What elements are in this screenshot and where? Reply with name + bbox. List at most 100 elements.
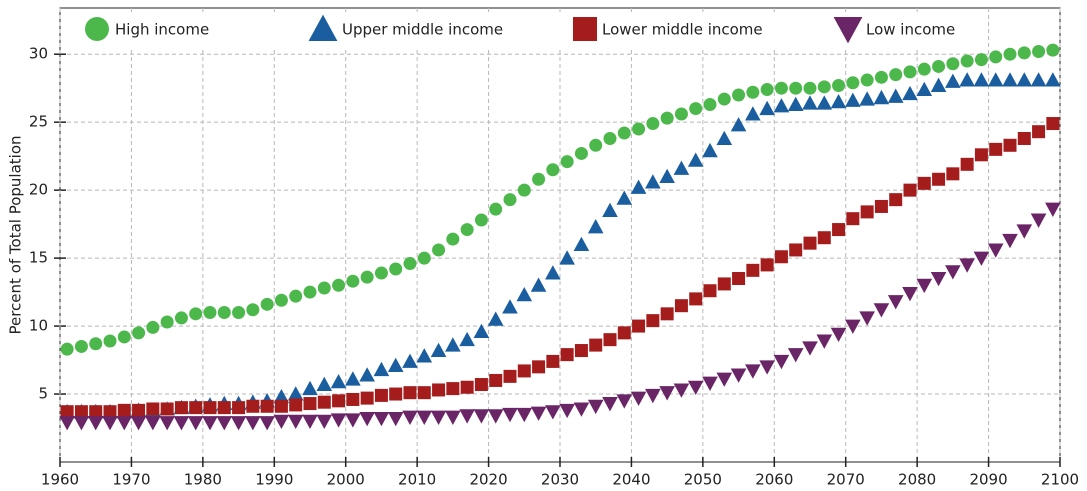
marker xyxy=(630,179,647,194)
marker xyxy=(402,410,418,425)
marker xyxy=(1045,202,1061,217)
marker xyxy=(946,167,960,181)
marker xyxy=(873,89,890,105)
marker xyxy=(616,394,633,409)
marker xyxy=(330,374,347,389)
marker xyxy=(930,77,947,92)
marker xyxy=(903,65,917,79)
marker xyxy=(203,305,217,319)
marker xyxy=(789,243,803,257)
marker xyxy=(174,311,188,325)
marker xyxy=(859,91,875,106)
marker xyxy=(802,341,818,356)
marker xyxy=(432,243,446,257)
marker xyxy=(446,232,460,246)
marker xyxy=(889,68,903,82)
marker xyxy=(487,311,504,326)
marker xyxy=(1030,213,1047,228)
marker xyxy=(287,414,304,430)
marker xyxy=(417,386,431,400)
marker xyxy=(602,202,618,218)
x-tick-label: 2010 xyxy=(398,471,436,489)
marker xyxy=(246,303,260,317)
marker xyxy=(889,193,903,207)
marker xyxy=(546,163,560,177)
marker xyxy=(273,414,290,430)
x-tick-label: 1980 xyxy=(184,471,222,489)
marker xyxy=(317,281,331,295)
x-tick-label: 1990 xyxy=(255,471,293,489)
marker xyxy=(945,265,961,280)
marker xyxy=(645,388,661,404)
marker xyxy=(874,70,888,84)
marker xyxy=(832,78,846,92)
marker xyxy=(860,205,874,219)
marker xyxy=(716,372,733,387)
marker xyxy=(274,399,288,413)
x-tick-label: 2080 xyxy=(898,471,936,489)
marker xyxy=(1046,43,1060,57)
marker xyxy=(160,402,174,416)
marker xyxy=(259,416,275,431)
marker xyxy=(173,416,190,431)
marker xyxy=(503,369,517,383)
marker xyxy=(232,401,246,415)
y-tick-label: 10 xyxy=(29,317,48,335)
marker xyxy=(773,98,790,113)
marker xyxy=(203,401,217,415)
marker xyxy=(217,401,231,415)
marker xyxy=(730,117,747,132)
marker xyxy=(459,331,475,347)
marker xyxy=(487,409,504,424)
marker xyxy=(973,72,990,87)
marker xyxy=(974,148,988,162)
marker xyxy=(446,382,460,396)
marker xyxy=(303,285,317,299)
marker xyxy=(332,278,346,292)
marker xyxy=(845,319,861,334)
marker xyxy=(903,183,917,197)
marker xyxy=(574,146,588,160)
marker xyxy=(189,307,203,321)
y-tick-label: 20 xyxy=(29,181,48,199)
marker xyxy=(732,88,746,102)
x-tick-label: 2100 xyxy=(1041,471,1079,489)
marker xyxy=(787,96,804,112)
marker xyxy=(489,202,503,216)
marker xyxy=(1032,44,1046,58)
marker xyxy=(632,122,646,136)
marker xyxy=(573,402,590,417)
marker xyxy=(346,392,360,406)
x-tick-label: 2050 xyxy=(684,471,722,489)
marker xyxy=(689,292,703,306)
marker xyxy=(359,367,375,382)
marker xyxy=(232,305,246,319)
marker xyxy=(417,251,431,265)
marker xyxy=(445,337,461,352)
marker xyxy=(346,274,360,288)
marker xyxy=(660,111,674,125)
marker xyxy=(1032,125,1046,139)
marker xyxy=(702,142,718,158)
marker xyxy=(702,376,718,391)
marker xyxy=(145,416,161,431)
marker xyxy=(773,354,790,370)
marker xyxy=(717,92,731,106)
marker xyxy=(959,258,975,273)
marker xyxy=(703,284,717,298)
marker xyxy=(73,416,90,431)
marker xyxy=(930,271,947,287)
marker xyxy=(445,410,461,425)
marker xyxy=(416,348,433,363)
marker xyxy=(746,85,760,99)
marker xyxy=(673,160,690,175)
marker xyxy=(887,88,904,103)
marker xyxy=(1017,46,1031,60)
marker xyxy=(745,106,761,121)
marker xyxy=(459,409,475,424)
marker xyxy=(403,257,417,271)
marker xyxy=(589,338,603,352)
marker xyxy=(416,410,433,425)
marker xyxy=(373,361,390,377)
y-tick-label: 15 xyxy=(29,249,48,267)
